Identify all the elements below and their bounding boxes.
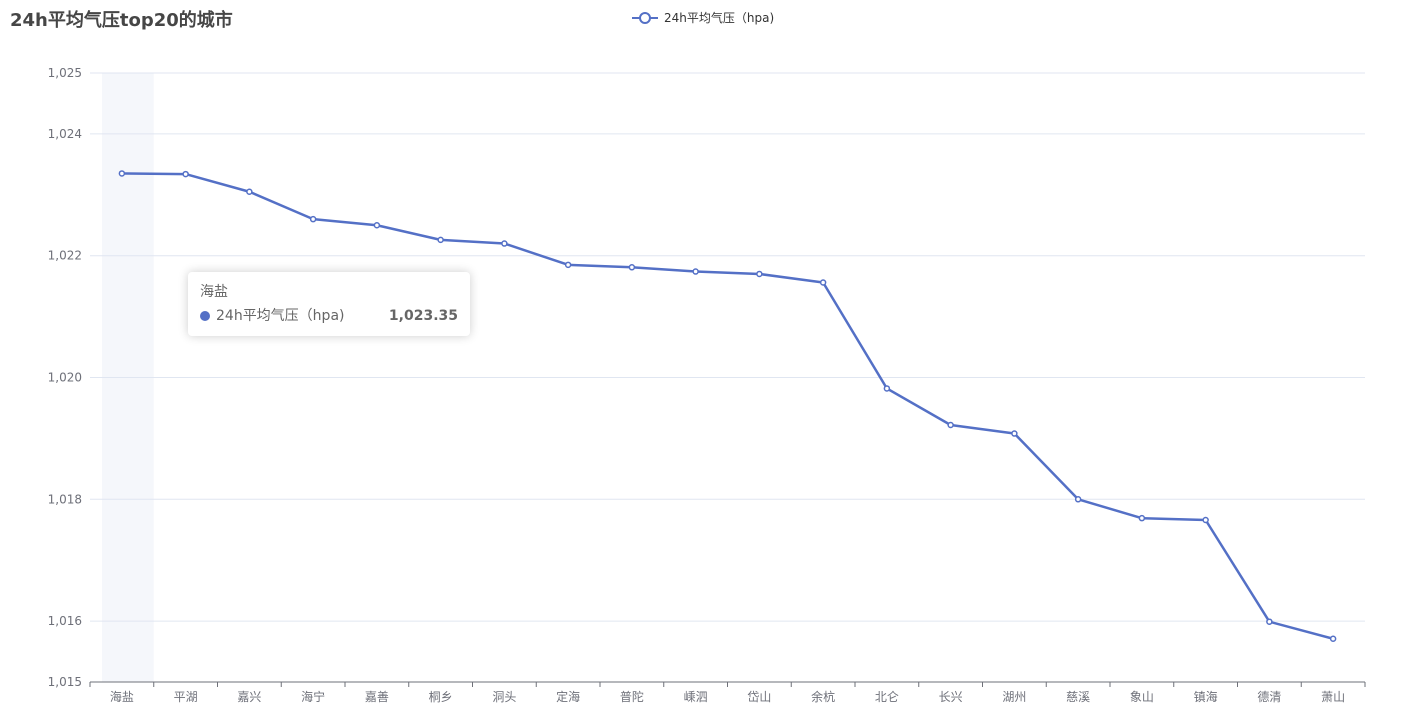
x-tick-label: 北仑 — [875, 690, 899, 704]
x-tick-label: 嘉兴 — [237, 690, 261, 704]
data-point — [309, 215, 317, 223]
data-point — [1329, 635, 1337, 643]
data-point — [756, 270, 763, 278]
tooltip-row: 24h平均气压（hpa) 1,023.35 — [200, 306, 458, 326]
legend-line-circle-icon — [632, 11, 658, 24]
data-point — [1138, 514, 1146, 522]
tooltip-value: 1,023.35 — [388, 308, 458, 324]
legend-label: 24h平均气压（hpa) — [664, 11, 775, 25]
tooltip-category: 海盐 — [200, 284, 228, 300]
data-point — [628, 264, 636, 271]
x-tick-label: 镇海 — [1194, 689, 1218, 704]
x-tick-label: 普陀 — [620, 689, 644, 704]
tooltip-series-dot-icon — [200, 311, 210, 321]
y-tick-label: 1,015 — [48, 675, 82, 689]
data-point — [564, 261, 572, 269]
x-tick-label: 慈溪 — [1066, 689, 1090, 704]
chart-title: 24h平均气压top20的城市 — [10, 10, 233, 31]
y-tick-label: 1,025 — [48, 66, 82, 80]
data-point — [1074, 496, 1082, 503]
x-tick-label: 德清 — [1257, 689, 1281, 704]
y-tick-label: 1,020 — [48, 371, 82, 385]
data-point — [501, 240, 508, 247]
x-tick-label: 海盐 — [110, 689, 134, 704]
y-tick-label: 1,016 — [48, 614, 82, 628]
x-tick-label: 岱山 — [747, 690, 771, 704]
data-point — [182, 170, 189, 178]
y-tick-label: 1,018 — [48, 492, 82, 506]
x-tick-label: 湖州 — [1002, 689, 1026, 704]
x-tick-label: 海宁 — [301, 689, 325, 704]
tooltip: 海盐 24h平均气压（hpa) 1,023.35 — [188, 272, 470, 336]
data-point — [1202, 516, 1209, 524]
data-point — [947, 421, 954, 429]
x-tick-label: 余杭 — [811, 689, 835, 704]
y-tick-label: 1,022 — [48, 249, 82, 263]
data-point — [1266, 618, 1273, 625]
data-point — [118, 170, 126, 177]
y-tick-label: 1,024 — [48, 127, 82, 141]
x-tick-label: 嵊泗 — [684, 690, 708, 704]
data-point — [1011, 430, 1018, 437]
x-tick-label: 洞头 — [492, 690, 516, 704]
series-line — [121, 172, 1334, 640]
x-tick-label: 萧山 — [1321, 690, 1345, 704]
x-tick-label: 象山 — [1130, 690, 1154, 704]
data-point — [246, 188, 253, 196]
legend[interactable]: 24h平均气压（hpa) — [632, 9, 774, 26]
x-tick-label: 长兴 — [939, 690, 963, 704]
data-point — [692, 268, 699, 275]
x-tick-label: 定海 — [556, 689, 580, 704]
data-point — [819, 279, 827, 286]
data-point — [883, 385, 891, 392]
tooltip-series-name: 24h平均气压（hpa) — [216, 308, 345, 324]
data-point — [373, 222, 381, 229]
x-tick-label: 桐乡 — [429, 690, 453, 704]
data-point — [437, 236, 444, 244]
x-tick-label: 平湖 — [174, 689, 198, 704]
x-tick-label: 嘉善 — [365, 689, 389, 704]
